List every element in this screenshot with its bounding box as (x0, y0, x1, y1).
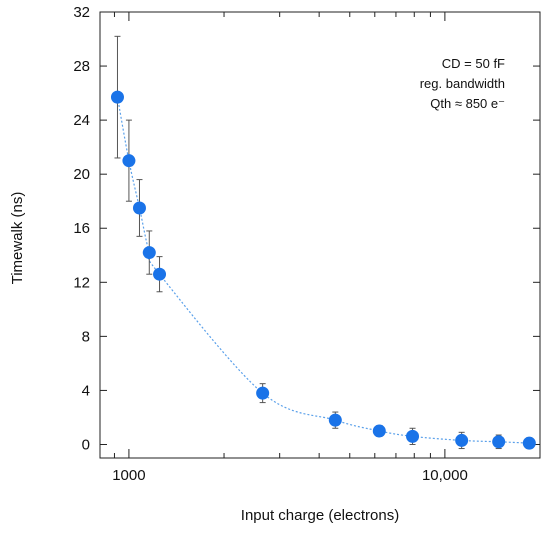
y-tick-label: 0 (82, 436, 90, 453)
y-tick-label: 24 (73, 112, 90, 129)
x-tick-label: 1000 (112, 467, 145, 484)
data-point (122, 154, 136, 168)
annotation-box: CD = 50 fF reg. bandwidth Qth ≈ 850 e⁻ (420, 56, 505, 111)
data-point (492, 435, 506, 449)
data-point (328, 413, 342, 427)
plot-frame (99, 11, 541, 459)
annotation-line: CD = 50 fF (442, 56, 505, 71)
y-tick-label: 32 (73, 4, 90, 21)
data-point (372, 424, 386, 438)
data-point (256, 386, 270, 400)
data-point (455, 433, 469, 447)
y-tick-label: 4 (82, 382, 90, 399)
x-tick-label: 10,000 (422, 467, 468, 484)
y-axis-title: Timewalk (ns) (9, 192, 26, 285)
data-point (110, 90, 124, 104)
data-point (132, 201, 146, 215)
y-tick-label: 28 (73, 58, 90, 75)
y-tick-label: 8 (82, 328, 90, 345)
data-point (142, 246, 156, 260)
y-tick-label: 16 (73, 220, 90, 237)
annotation-line: Qth ≈ 850 e⁻ (430, 96, 505, 111)
y-tick-label: 12 (73, 274, 90, 291)
data-point (522, 436, 536, 450)
data-point (406, 429, 420, 443)
y-tick-label: 20 (73, 166, 90, 183)
annotation-line: reg. bandwidth (420, 76, 505, 91)
data-point (153, 267, 167, 281)
x-axis-title: Input charge (electrons) (241, 507, 399, 524)
fit-curve (116, 97, 530, 444)
